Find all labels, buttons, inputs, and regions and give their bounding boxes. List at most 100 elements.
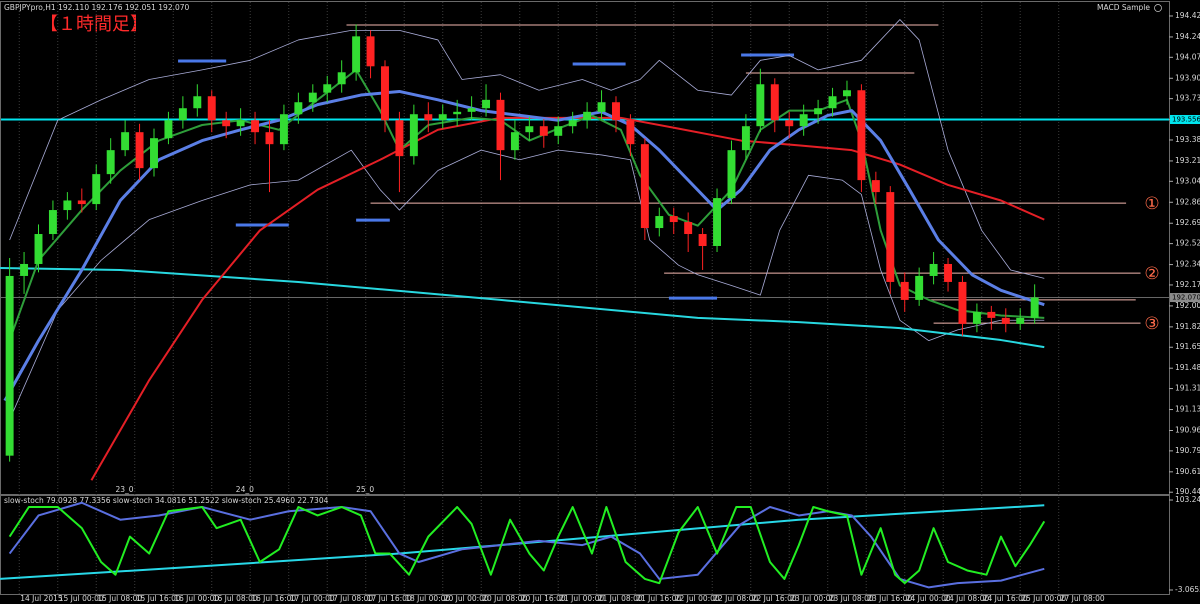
candle-body bbox=[597, 102, 606, 112]
indicator-icon bbox=[1154, 4, 1162, 12]
candle-body bbox=[612, 102, 620, 121]
candle-body bbox=[1030, 297, 1039, 318]
y-tick-label: 191.825 bbox=[1175, 322, 1200, 331]
candle-body bbox=[886, 192, 895, 282]
day-label: 25_0 bbox=[356, 485, 374, 494]
candle-body bbox=[871, 180, 880, 193]
candle-body bbox=[48, 210, 57, 235]
candle-body bbox=[496, 99, 505, 151]
x-tick-label: 22 Jul 08:00 bbox=[713, 594, 758, 603]
candle-body bbox=[626, 120, 635, 145]
x-tick-label: 16 Jul 08:00 bbox=[213, 594, 258, 603]
x-tick-label: 22 Jul 16:00 bbox=[752, 594, 797, 603]
price-tag-label: 193.556 bbox=[1172, 115, 1200, 123]
y-tick-label: 194.075 bbox=[1175, 52, 1200, 61]
x-tick-label: 17 Jul 00:00 bbox=[290, 594, 335, 603]
candle-body bbox=[308, 92, 317, 103]
candle-body bbox=[554, 126, 563, 136]
y-tick-label: -3.0655 bbox=[1175, 585, 1200, 594]
candle-body bbox=[337, 72, 346, 85]
candle-body bbox=[366, 36, 375, 67]
x-tick-label: 17 Jul 08:00 bbox=[328, 594, 373, 603]
symbol-header: GBPJPYpro,H1 192.110 192.176 192.051 192… bbox=[4, 3, 190, 12]
candle-body bbox=[279, 114, 288, 145]
candle-body bbox=[1001, 317, 1010, 324]
candle-body bbox=[323, 84, 332, 93]
day-label: 24_0 bbox=[236, 485, 254, 494]
candle-body bbox=[106, 150, 115, 175]
candle-body bbox=[5, 275, 14, 456]
candle-body bbox=[409, 114, 418, 157]
candle-body bbox=[727, 150, 736, 199]
y-tick-label: 193.040 bbox=[1175, 176, 1200, 185]
x-tick-label: 15 Jul 08:00 bbox=[97, 594, 142, 603]
candle-body bbox=[510, 132, 519, 151]
x-tick-label: 15 Jul 00:00 bbox=[59, 594, 104, 603]
x-tick-label: 16 Jul 00:00 bbox=[174, 594, 219, 603]
candle-body bbox=[713, 198, 722, 247]
candle-body bbox=[568, 120, 577, 127]
sub-frame bbox=[0, 495, 1170, 595]
y-tick-label: 194.245 bbox=[1175, 32, 1200, 41]
x-tick-label: 22 Jul 00:00 bbox=[675, 594, 720, 603]
price-tag bbox=[1170, 293, 1200, 303]
candle-body bbox=[121, 132, 130, 151]
x-tick-label: 24 Jul 08:00 bbox=[944, 594, 989, 603]
candle-body bbox=[944, 263, 953, 282]
candle-body bbox=[843, 90, 851, 97]
candle-body bbox=[915, 275, 924, 300]
candle-body bbox=[828, 96, 837, 109]
x-tick-label: 14 Jul 2015 bbox=[20, 594, 63, 603]
candle-body bbox=[583, 111, 592, 121]
candle-body bbox=[20, 263, 29, 276]
y-tick-label: 192.345 bbox=[1175, 260, 1200, 269]
candle-body bbox=[164, 120, 173, 139]
x-tick-label: 20 Jul 08:00 bbox=[482, 594, 527, 603]
candle-body bbox=[424, 114, 433, 121]
candle-body bbox=[178, 108, 187, 121]
candle-body bbox=[684, 222, 693, 235]
y-tick-label: 190.790 bbox=[1175, 446, 1200, 455]
y-tick-label: 192.690 bbox=[1175, 218, 1200, 227]
chart-title: 【１時間足】 bbox=[40, 14, 148, 35]
y-tick-label: 191.480 bbox=[1175, 363, 1200, 372]
candle-body bbox=[395, 120, 404, 157]
candle-body bbox=[453, 111, 462, 115]
candle-body bbox=[987, 311, 996, 318]
candle-body bbox=[972, 311, 981, 324]
x-tick-label: 18 Jul 00:00 bbox=[405, 594, 450, 603]
level-annotation: ② bbox=[1144, 264, 1159, 284]
x-tick-label: 24 Jul 16:00 bbox=[983, 594, 1028, 603]
candle-body bbox=[135, 132, 144, 169]
candle-body bbox=[77, 200, 86, 205]
y-tick-label: 193.210 bbox=[1175, 156, 1200, 165]
candle-body bbox=[207, 96, 216, 121]
candle-body bbox=[741, 126, 750, 151]
main-frame bbox=[0, 1, 1170, 495]
candle-body bbox=[294, 102, 303, 115]
candle-body bbox=[785, 120, 794, 127]
candle-body bbox=[640, 144, 649, 229]
candle-body bbox=[525, 126, 534, 133]
x-tick-label: 23 Jul 08:00 bbox=[829, 594, 874, 603]
x-tick-label: 24 Jul 00:00 bbox=[906, 594, 951, 603]
price-tag bbox=[1170, 114, 1200, 124]
y-tick-label: 191.310 bbox=[1175, 384, 1200, 393]
candle-body bbox=[655, 216, 664, 229]
level-annotation: ① bbox=[1144, 194, 1159, 214]
x-tick-label: 16 Jul 16:00 bbox=[251, 594, 296, 603]
x-tick-label: 27 Jul 08:00 bbox=[1060, 594, 1105, 603]
candle-body bbox=[900, 281, 909, 300]
candle-body bbox=[92, 174, 101, 205]
candle-body bbox=[539, 126, 548, 136]
sub-title: slow-stoch 79.0928 77.3356 slow-stoch 34… bbox=[4, 496, 329, 505]
x-tick-label: 20 Jul 00:00 bbox=[444, 594, 489, 603]
x-tick-label: 17 Jul 16:00 bbox=[367, 594, 412, 603]
candle-body bbox=[352, 36, 361, 73]
candle-body bbox=[265, 132, 274, 145]
candle-body bbox=[1016, 317, 1025, 324]
candle-body bbox=[222, 120, 231, 127]
candle-body bbox=[63, 200, 72, 211]
